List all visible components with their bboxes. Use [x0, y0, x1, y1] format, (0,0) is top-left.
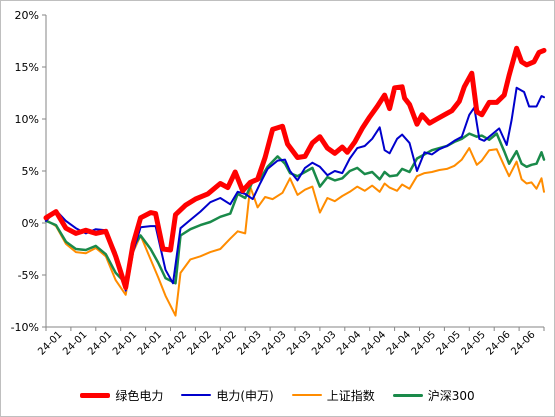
- x-tick-label: 24-01: [36, 329, 64, 357]
- x-tick-label: 24-03: [285, 329, 313, 357]
- legend-item-power-sw: 电力(申万): [181, 387, 274, 404]
- series-line-csi300: [44, 132, 546, 285]
- chart-legend: 绿色电力 电力(申万) 上证指数 沪深300: [0, 383, 555, 407]
- legend-label-csi300: 沪深300: [427, 388, 475, 403]
- y-tick-label: 15%: [15, 61, 39, 74]
- series-line-green-power: [43, 45, 547, 290]
- x-tick-label: 24-01: [136, 329, 164, 357]
- x-tick-label: 24-05: [435, 329, 463, 357]
- legend-item-sse: 上证指数: [291, 387, 375, 404]
- x-tick-label: 24-04: [360, 329, 388, 357]
- legend-item-csi300: 沪深300: [392, 387, 475, 404]
- series-line-power-sw: [45, 86, 545, 292]
- y-tick-label: 10%: [15, 113, 39, 126]
- x-tick-label: 24-01: [86, 329, 114, 357]
- x-tick-label: 24-02: [161, 329, 189, 357]
- y-tick-label: 20%: [15, 9, 39, 22]
- y-tick-label: -10%: [11, 321, 39, 334]
- legend-swatch-sse: [291, 394, 322, 396]
- x-tick-label: 24-02: [186, 329, 214, 357]
- x-tick-label: 24-05: [410, 329, 438, 357]
- legend-swatch-green-power: [80, 392, 111, 398]
- legend-label-sse: 上证指数: [326, 388, 375, 403]
- legend-label-power-sw: 电力(申万): [216, 388, 274, 403]
- legend-swatch-power-sw: [181, 394, 212, 396]
- x-tick-label: 24-06: [484, 329, 512, 357]
- x-tick-label: 24-06: [509, 329, 537, 357]
- chart-series: [43, 45, 547, 317]
- x-tick-label: 24-03: [235, 329, 263, 357]
- y-tick-label: 5%: [22, 165, 39, 178]
- x-tick-label: 24-04: [385, 329, 413, 357]
- x-tick-label: 24-03: [310, 329, 338, 357]
- x-tick-label: 24-02: [211, 329, 239, 357]
- x-tick-label: 24-01: [111, 329, 139, 357]
- series-line-sse: [45, 147, 545, 317]
- x-tick-label: 24-01: [61, 329, 89, 357]
- y-tick-label: -5%: [18, 269, 39, 282]
- x-tick-label: 24-05: [460, 329, 488, 357]
- x-tick-label: 24-03: [260, 329, 288, 357]
- legend-item-green-power: 绿色电力: [80, 387, 163, 404]
- y-tick-label: 0%: [22, 217, 39, 230]
- chart-axes: -10%-5%0%5%10%15%20%24-0124-0124-0124-01…: [11, 9, 545, 358]
- legend-swatch-csi300: [392, 393, 423, 397]
- legend-label-green-power: 绿色电力: [115, 388, 164, 403]
- x-tick-label: 24-04: [335, 329, 363, 357]
